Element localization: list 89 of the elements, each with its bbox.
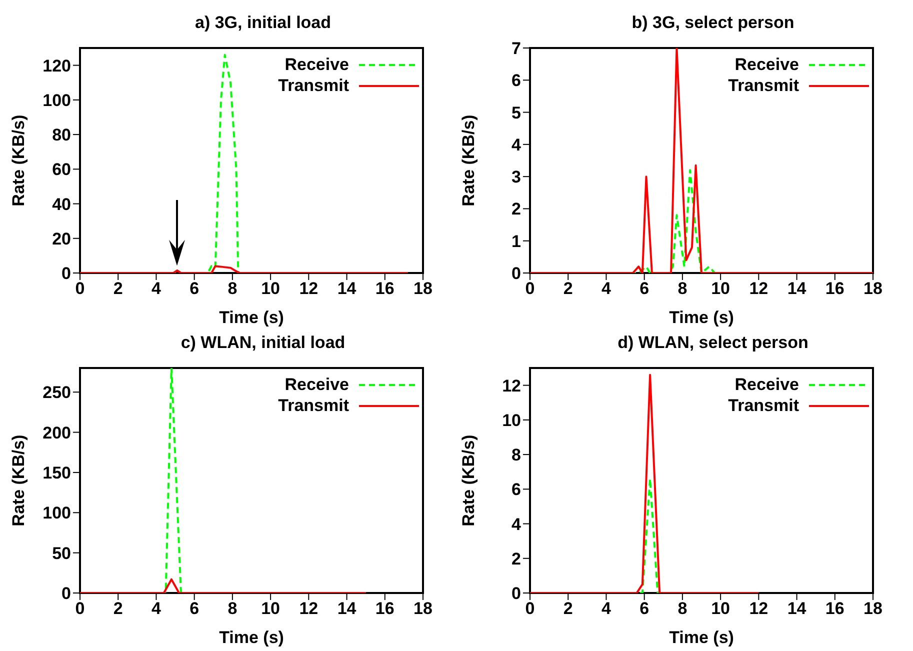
- x-tick-label: 8: [678, 279, 688, 298]
- legend-label: Transmit: [278, 75, 349, 96]
- x-tick-label: 18: [414, 599, 432, 618]
- x-tick-label: 0: [75, 599, 85, 618]
- y-tick-label: 4: [512, 514, 522, 534]
- y-tick-label: 3: [512, 168, 521, 187]
- x-tick-label: 8: [228, 599, 238, 618]
- x-tick-label: 10: [261, 279, 280, 298]
- x-tick-label: 12: [299, 279, 318, 298]
- y-tick-label: 60: [52, 160, 71, 180]
- x-tick-label: 16: [825, 599, 844, 618]
- y-tick-label: 200: [42, 423, 71, 442]
- x-tick-label: 16: [825, 279, 844, 298]
- y-tick-label: 80: [52, 126, 71, 145]
- x-tick-label: 4: [151, 599, 162, 618]
- x-tick-label: 4: [601, 279, 612, 298]
- x-tick-label: 0: [525, 599, 535, 618]
- x-tick-label: 18: [414, 279, 432, 298]
- x-tick-label: 2: [563, 279, 573, 298]
- y-tick-label: 40: [52, 194, 71, 214]
- x-tick-label: 2: [113, 599, 123, 618]
- x-tick-label: 4: [601, 599, 612, 618]
- x-tick-label: 0: [75, 279, 85, 298]
- legend-label: Receive: [284, 374, 349, 395]
- y-tick-label: 20: [52, 229, 71, 248]
- x-tick-label: 18: [864, 599, 882, 618]
- y-tick-label: 10: [502, 410, 521, 430]
- x-tick-label: 6: [640, 599, 650, 618]
- legend-label: Receive: [734, 54, 799, 75]
- y-tick-label: 2: [512, 200, 521, 219]
- y-tick-label: 8: [512, 446, 521, 465]
- y-tick-label: 6: [512, 480, 521, 500]
- x-tick-label: 12: [299, 599, 318, 618]
- legend-label: Transmit: [278, 395, 349, 416]
- x-tick-label: 6: [190, 279, 200, 298]
- legend-label: Receive: [734, 374, 799, 395]
- y-tick-label: 150: [42, 464, 71, 482]
- y-tick-label: 4: [512, 135, 522, 154]
- x-tick-label: 8: [678, 599, 688, 618]
- x-tick-label: 10: [261, 599, 280, 618]
- x-tick-label: 2: [563, 599, 573, 618]
- x-tick-label: 16: [375, 279, 394, 298]
- y-tick-label: 5: [512, 103, 521, 122]
- chart-title: c) WLAN, initial load: [180, 332, 346, 354]
- x-axis-title: Time (s): [219, 628, 284, 647]
- x-axis-title: Time (s): [219, 308, 284, 327]
- y-axis-title: Rate (KB/s): [459, 434, 478, 526]
- legend-label: Transmit: [728, 395, 799, 416]
- x-tick-label: 12: [749, 599, 768, 618]
- chart-title: a) 3G, initial load: [194, 12, 332, 34]
- x-tick-label: 4: [151, 279, 162, 298]
- legend-label: Receive: [284, 54, 349, 75]
- x-tick-label: 2: [113, 279, 123, 298]
- x-tick-label: 18: [864, 279, 882, 298]
- y-tick-label: 120: [42, 56, 71, 76]
- x-tick-label: 0: [525, 279, 535, 298]
- x-axis-title: Time (s): [669, 628, 734, 647]
- chart-title: b) 3G, select person: [630, 12, 796, 34]
- line-series: [80, 265, 409, 273]
- y-tick-label: 12: [502, 376, 521, 396]
- x-tick-label: 10: [711, 279, 730, 298]
- y-tick-label: 1: [512, 232, 521, 251]
- x-tick-label: 14: [337, 599, 357, 618]
- x-tick-label: 8: [228, 279, 238, 298]
- x-tick-label: 6: [640, 279, 650, 298]
- y-tick-label: 6: [512, 71, 521, 90]
- chart-title: d) WLAN, select person: [616, 332, 810, 354]
- legend-label: Transmit: [728, 75, 799, 96]
- y-tick-label: 0: [62, 264, 71, 284]
- x-axis-title: Time (s): [669, 308, 734, 327]
- y-axis-title: Rate (KB/s): [459, 114, 478, 206]
- y-tick-label: 0: [512, 264, 521, 284]
- y-tick-label: 50: [52, 544, 71, 563]
- x-tick-label: 14: [337, 279, 357, 298]
- y-tick-label: 100: [42, 504, 71, 523]
- x-tick-label: 10: [711, 599, 730, 618]
- x-tick-label: 16: [375, 599, 394, 618]
- x-tick-label: 12: [749, 279, 768, 298]
- y-tick-label: 7: [512, 39, 521, 58]
- x-tick-label: 14: [787, 599, 807, 618]
- y-axis-title: Rate (KB/s): [9, 434, 28, 526]
- x-tick-label: 14: [787, 279, 807, 298]
- y-tick-label: 250: [42, 383, 71, 402]
- x-tick-label: 6: [190, 599, 200, 618]
- y-tick-label: 0: [512, 584, 521, 604]
- y-tick-label: 0: [62, 584, 71, 604]
- y-axis-title: Rate (KB/s): [9, 114, 28, 206]
- y-tick-label: 2: [512, 549, 521, 568]
- y-tick-label: 100: [42, 90, 71, 110]
